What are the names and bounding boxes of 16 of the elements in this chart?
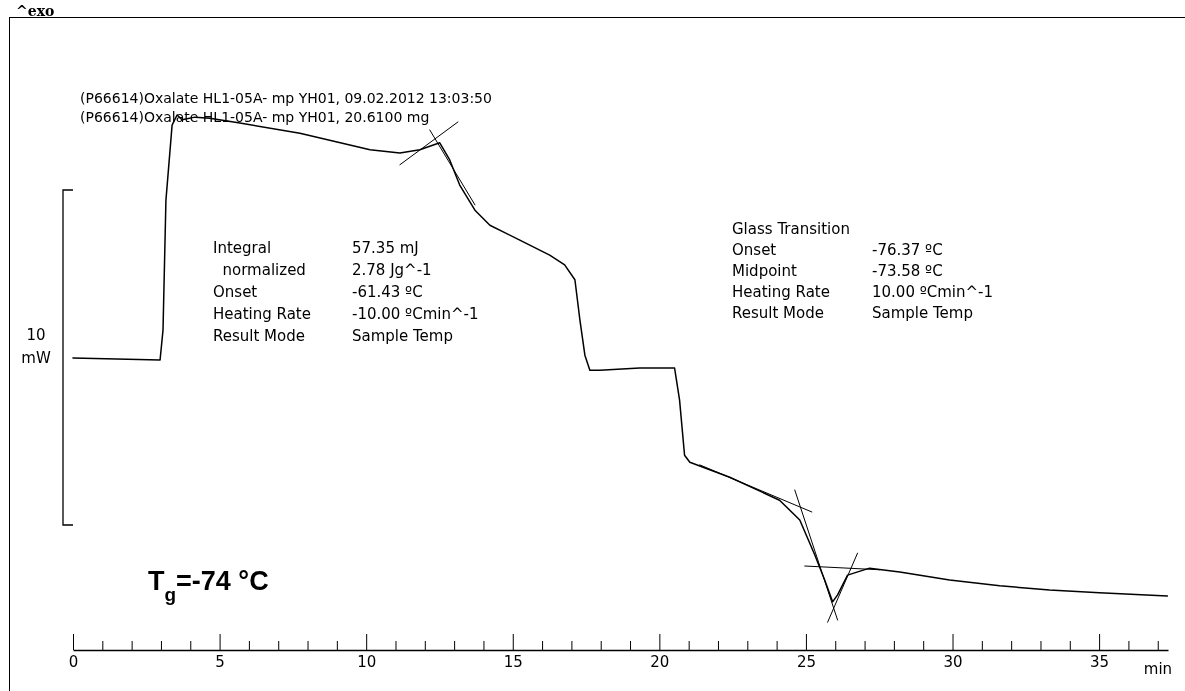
text: ^exo	[16, 3, 55, 19]
x-tick-label: 15	[503, 652, 523, 671]
annotation: T$_{g}$=-74 °C	[148, 566, 269, 605]
text: Integral 57.35 mJ normalized 2.78 Jg^-1 Onset -61.43 ºC Heating Rate -10.00 ºCmin^-1 Result Mode Sample Temp	[213, 239, 479, 345]
text: (P66614)Oxalate HL1-05A- mp YH01, 09.02.2012 13:03:50	[80, 90, 492, 106]
x-tick-label: 10	[357, 652, 377, 671]
text: Glass Transition Onset -76.37 ºC Midpoint -73.58 ºC Heating Rate 10.00 ºCmin^-1 Result Mode Sample Temp	[732, 220, 994, 322]
x-tick-label: 35	[1090, 652, 1110, 671]
x-tick-label: 20	[650, 652, 670, 671]
annotation: (P66614)Oxalate HL1-05A- mp YH01, 20.6100 mg	[80, 109, 430, 125]
x-tick-label: 0	[68, 652, 79, 671]
y-axis-title: 10 mW	[21, 326, 51, 367]
x-axis-title: min	[1143, 660, 1173, 678]
x-tick-label: 30	[943, 652, 963, 671]
x-tick-label: 5	[215, 652, 225, 671]
x-tick-label: 25	[796, 652, 816, 671]
